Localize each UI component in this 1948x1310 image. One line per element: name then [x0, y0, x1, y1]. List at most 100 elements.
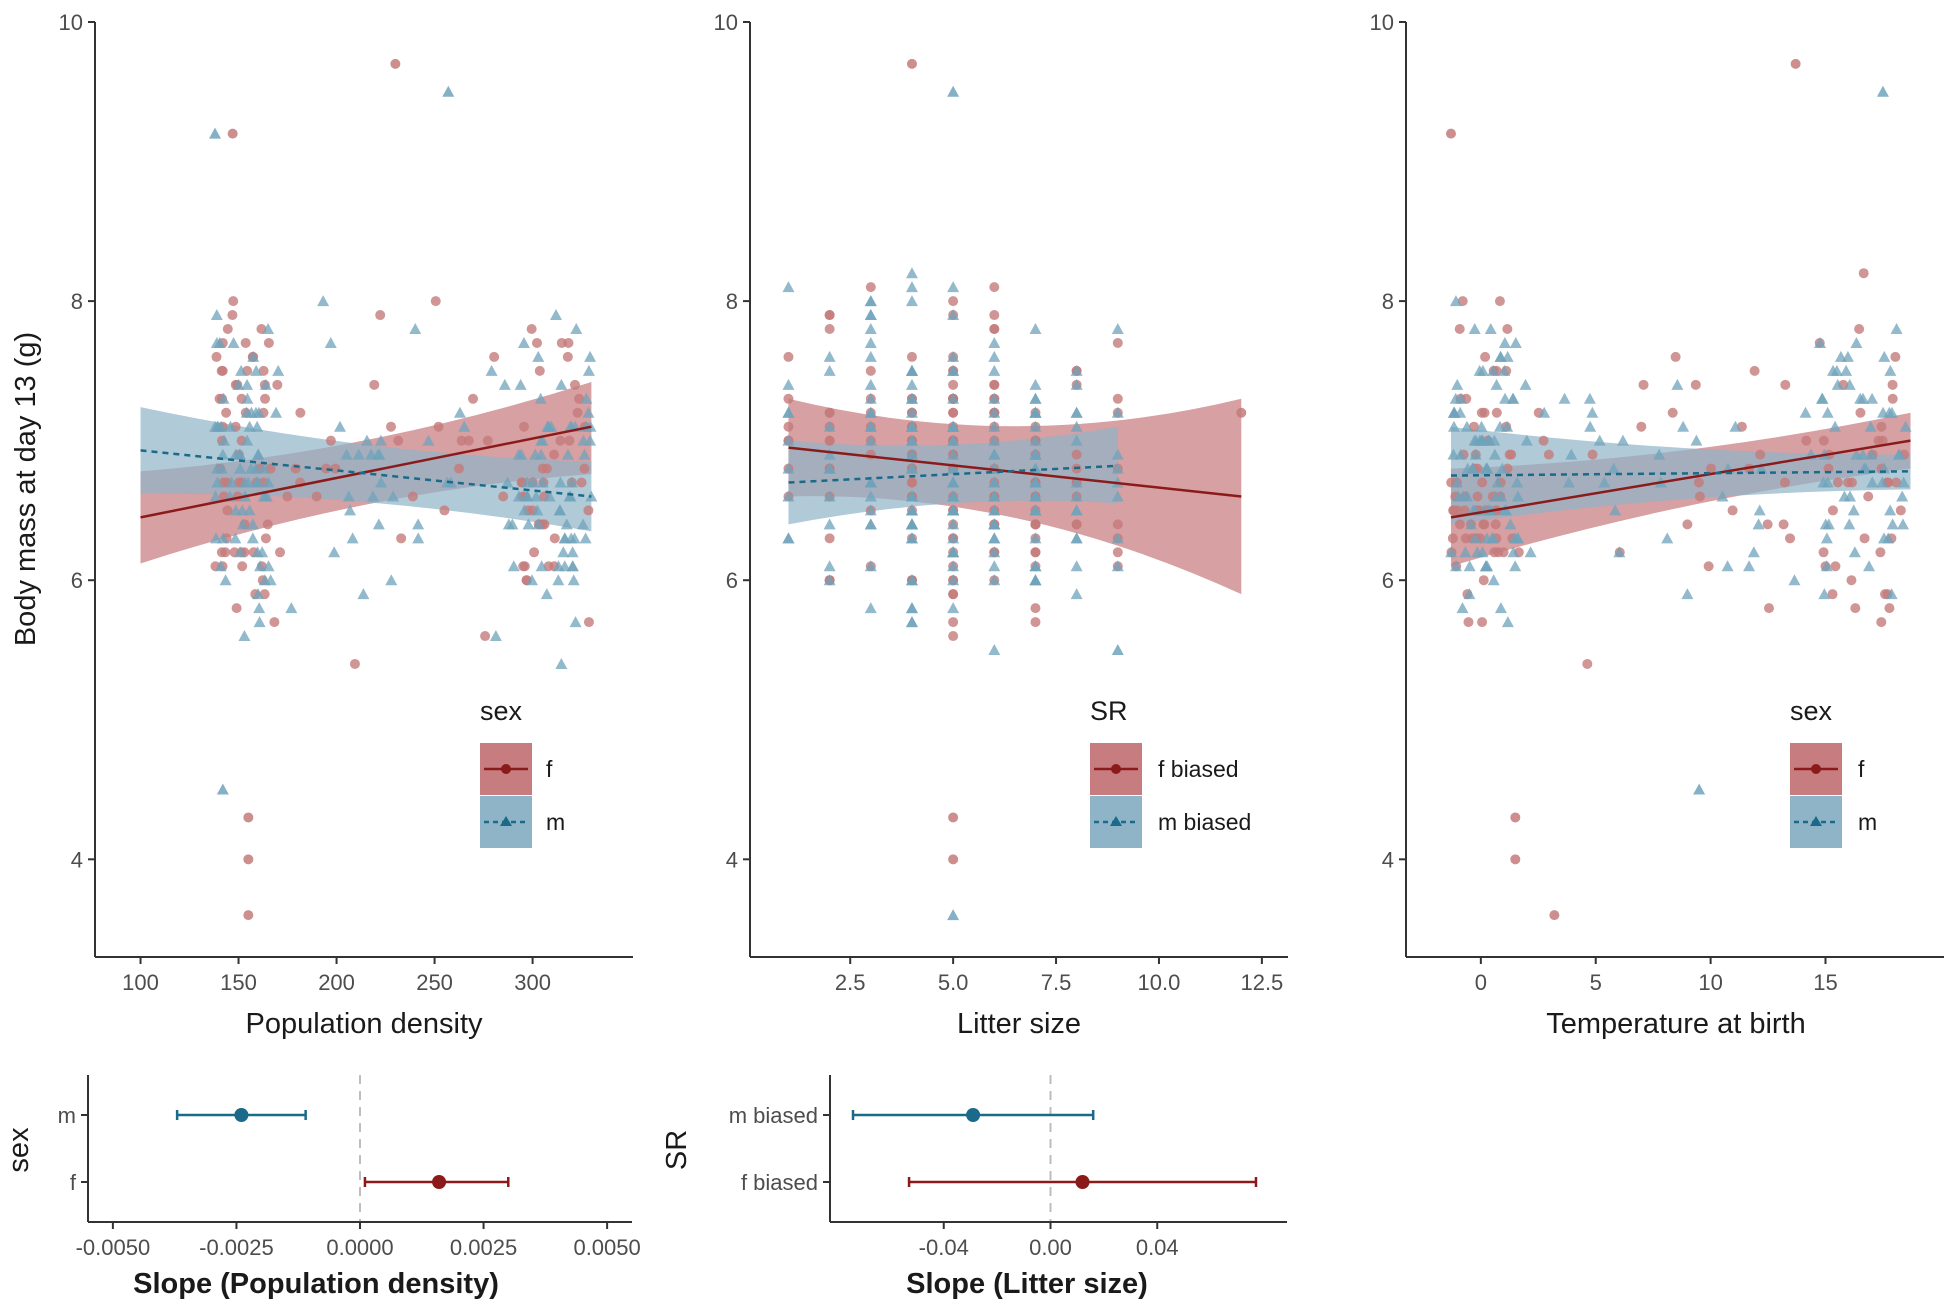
data-point-m-biased	[988, 476, 1001, 488]
data-point-m	[1616, 434, 1629, 446]
data-point-m	[555, 378, 568, 390]
data-point-f	[1827, 505, 1838, 516]
data-point-m-biased	[1111, 448, 1124, 460]
data-point-m	[565, 532, 578, 544]
data-point-m-biased	[1029, 448, 1042, 460]
data-point-m	[566, 560, 579, 572]
data-point-m	[554, 504, 567, 516]
data-point-m	[1454, 448, 1467, 460]
data-point-f-biased	[865, 365, 876, 376]
data-point-f-biased	[948, 631, 959, 642]
data-point-m	[550, 309, 563, 321]
data-point-m	[324, 336, 337, 348]
data-point-m-biased	[823, 462, 836, 474]
data-point-f	[375, 310, 386, 321]
data-point-f	[574, 393, 585, 404]
data-point-m	[1485, 532, 1498, 544]
outlier-point	[243, 812, 254, 823]
data-point-m-biased	[864, 323, 877, 335]
data-point-m	[1507, 546, 1520, 558]
data-point-m-biased	[864, 504, 877, 516]
data-point-m	[532, 350, 545, 362]
outlier-point	[1236, 407, 1247, 418]
data-point-f	[222, 324, 233, 335]
data-point-f-biased	[989, 310, 1000, 321]
data-point-m-biased	[988, 518, 1001, 530]
data-point-m	[250, 364, 263, 376]
legend-key-point	[1810, 816, 1822, 826]
data-point-f-biased	[865, 282, 876, 293]
data-point-f	[1801, 435, 1812, 446]
data-point-m	[243, 420, 256, 432]
data-point-f	[1818, 435, 1829, 446]
data-point-m	[1509, 336, 1522, 348]
data-point-m	[340, 448, 353, 460]
data-point-f-biased	[906, 351, 917, 362]
data-point-f	[468, 393, 479, 404]
legend-key-point	[501, 764, 511, 774]
data-point-m	[254, 560, 267, 572]
data-point-m-biased	[988, 643, 1001, 655]
data-point-f	[1489, 547, 1500, 558]
data-point-m	[542, 420, 555, 432]
data-point-f	[1884, 603, 1895, 614]
data-point-f	[534, 365, 545, 376]
data-point-m-biased	[823, 490, 836, 502]
data-point-f	[562, 351, 573, 362]
data-point-f	[1846, 575, 1857, 586]
data-point-f-biased	[948, 379, 959, 390]
data-point-m	[249, 462, 262, 474]
data-point-f-biased	[948, 589, 959, 600]
data-point-f	[393, 435, 404, 446]
x-tick-label: 250	[416, 970, 453, 995]
x-tick-label: 7.5	[1041, 970, 1072, 995]
category-label: f	[70, 1170, 77, 1195]
x-tick-label: 15	[1813, 970, 1837, 995]
data-point-f-biased	[1112, 519, 1123, 530]
y-category-labels: mf	[58, 1103, 88, 1195]
data-point-m	[1844, 490, 1857, 502]
data-point-m-biased	[1070, 560, 1083, 572]
data-point-m	[1609, 504, 1622, 516]
data-point-m	[1753, 504, 1766, 516]
data-point-m	[352, 448, 365, 460]
data-point-m-biased	[905, 574, 918, 586]
data-point-f-biased	[1030, 547, 1041, 558]
data-point-m	[1511, 532, 1524, 544]
data-point-f-biased	[824, 324, 835, 335]
outlier-point	[243, 910, 254, 921]
x-tick-label: 5	[1590, 970, 1602, 995]
data-point-m-biased	[782, 490, 795, 502]
data-point-f	[526, 324, 537, 335]
data-point-f	[295, 407, 306, 418]
data-point-f	[1454, 324, 1465, 335]
legend-key-point	[500, 816, 512, 826]
data-point-m-biased	[988, 364, 1001, 376]
outlier-point	[1876, 85, 1889, 97]
data-point-m-biased	[988, 336, 1001, 348]
data-point-f	[1506, 449, 1517, 460]
data-point-m	[535, 448, 548, 460]
data-point-f	[228, 296, 239, 307]
data-point-f	[1587, 449, 1598, 460]
data-point-m-biased	[905, 448, 918, 460]
data-point-f	[482, 435, 493, 446]
y-tick-label: 10	[59, 10, 83, 35]
data-point-m	[1613, 546, 1626, 558]
data-point-f	[1682, 519, 1693, 530]
data-point-m	[1463, 560, 1476, 572]
data-point-m-biased	[905, 532, 918, 544]
data-point-m	[584, 350, 597, 362]
data-point-f	[221, 407, 232, 418]
data-point-m	[1820, 532, 1833, 544]
data-point-m	[216, 448, 229, 460]
data-point-m	[554, 476, 567, 488]
data-point-m	[569, 616, 582, 628]
x-tick-label: 100	[122, 970, 159, 995]
data-point-f	[1477, 617, 1488, 628]
data-point-m	[1524, 546, 1537, 558]
scatter-points	[209, 58, 598, 921]
y-tick-label: 4	[71, 847, 83, 872]
legend-key-point	[1111, 764, 1121, 774]
